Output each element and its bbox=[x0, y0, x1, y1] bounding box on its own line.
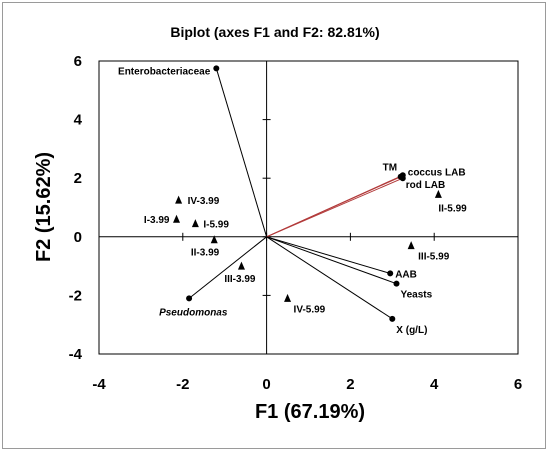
observation-point-iii-3-99 bbox=[237, 261, 245, 270]
variable-point-enterobacteriaceae bbox=[213, 65, 220, 72]
observation-point-i-5-99 bbox=[191, 219, 199, 228]
point-label-iii-5-99: III-5.99 bbox=[418, 252, 450, 263]
observation-point-iv-3-99 bbox=[175, 195, 183, 204]
observation-point-iv-5-99 bbox=[284, 293, 292, 302]
point-label-pseudomonas: Pseudomonas bbox=[159, 307, 228, 318]
observation-point-iii-5-99 bbox=[407, 241, 415, 250]
y-tick-label: -2 bbox=[69, 287, 82, 304]
chart-frame bbox=[2, 2, 546, 449]
vector-line-aab bbox=[266, 236, 391, 274]
point-label-i-3-99: I-3.99 bbox=[144, 215, 170, 226]
observation-point-i-3-99 bbox=[173, 214, 181, 223]
x-tick-label: -4 bbox=[92, 376, 106, 393]
y-tick-label: -4 bbox=[69, 346, 83, 363]
point-label-tm: TM bbox=[383, 163, 397, 174]
variable-point-pseudomonas bbox=[186, 295, 193, 302]
observation-point-ii-3-99 bbox=[210, 235, 218, 244]
chart-title: Biplot (axes F1 and F2: 82.81%) bbox=[170, 24, 379, 40]
point-label-coccus-lab: coccus LAB bbox=[408, 167, 466, 178]
y-tick-label: 6 bbox=[74, 53, 82, 70]
point-label-iv-5-99: IV-5.99 bbox=[294, 304, 326, 315]
point-label-enterobacteriaceae: Enterobacteriaceae bbox=[118, 66, 211, 77]
y-axis-label: F2 (15.62%) bbox=[33, 152, 55, 262]
point-label-aab: AAB bbox=[395, 269, 417, 280]
vector-line-pseudomonas bbox=[188, 236, 267, 299]
y-tick-label: 0 bbox=[74, 229, 82, 246]
x-tick-label: 2 bbox=[346, 376, 354, 393]
x-tick-label: -2 bbox=[176, 376, 189, 393]
observation-point-ii-5-99 bbox=[434, 189, 442, 198]
vector-line-enterobacteriaceae bbox=[215, 68, 268, 237]
x-tick-label: 6 bbox=[514, 376, 522, 393]
y-tick-label: 4 bbox=[74, 112, 83, 129]
point-label-i-5-99: I-5.99 bbox=[203, 220, 229, 231]
vector-line-rod-lab bbox=[266, 177, 403, 238]
plot-area bbox=[98, 60, 519, 355]
x-tick-label: 0 bbox=[262, 376, 270, 393]
point-label-iv-3-99: IV-3.99 bbox=[188, 196, 220, 207]
variable-point-rod-lab bbox=[399, 175, 406, 182]
variable-point-x-g-l bbox=[389, 315, 396, 322]
variable-point-aab bbox=[387, 270, 394, 277]
x-tick-label: 4 bbox=[430, 376, 439, 393]
point-label-yeasts: Yeasts bbox=[400, 290, 432, 301]
point-label-x-g-l: X (g/L) bbox=[396, 325, 427, 336]
vector-line-x-g-l bbox=[266, 236, 393, 320]
vector-line-yeasts bbox=[266, 236, 397, 285]
point-label-rod-lab: rod LAB bbox=[406, 180, 445, 191]
x-axis-label: F1 (67.19%) bbox=[255, 401, 365, 423]
point-label-ii-5-99: II-5.99 bbox=[438, 203, 467, 214]
variable-point-yeasts bbox=[393, 280, 400, 287]
y-tick-label: 2 bbox=[74, 170, 82, 187]
point-label-iii-3-99: III-3.99 bbox=[224, 274, 256, 285]
point-label-ii-3-99: II-3.99 bbox=[191, 248, 220, 259]
